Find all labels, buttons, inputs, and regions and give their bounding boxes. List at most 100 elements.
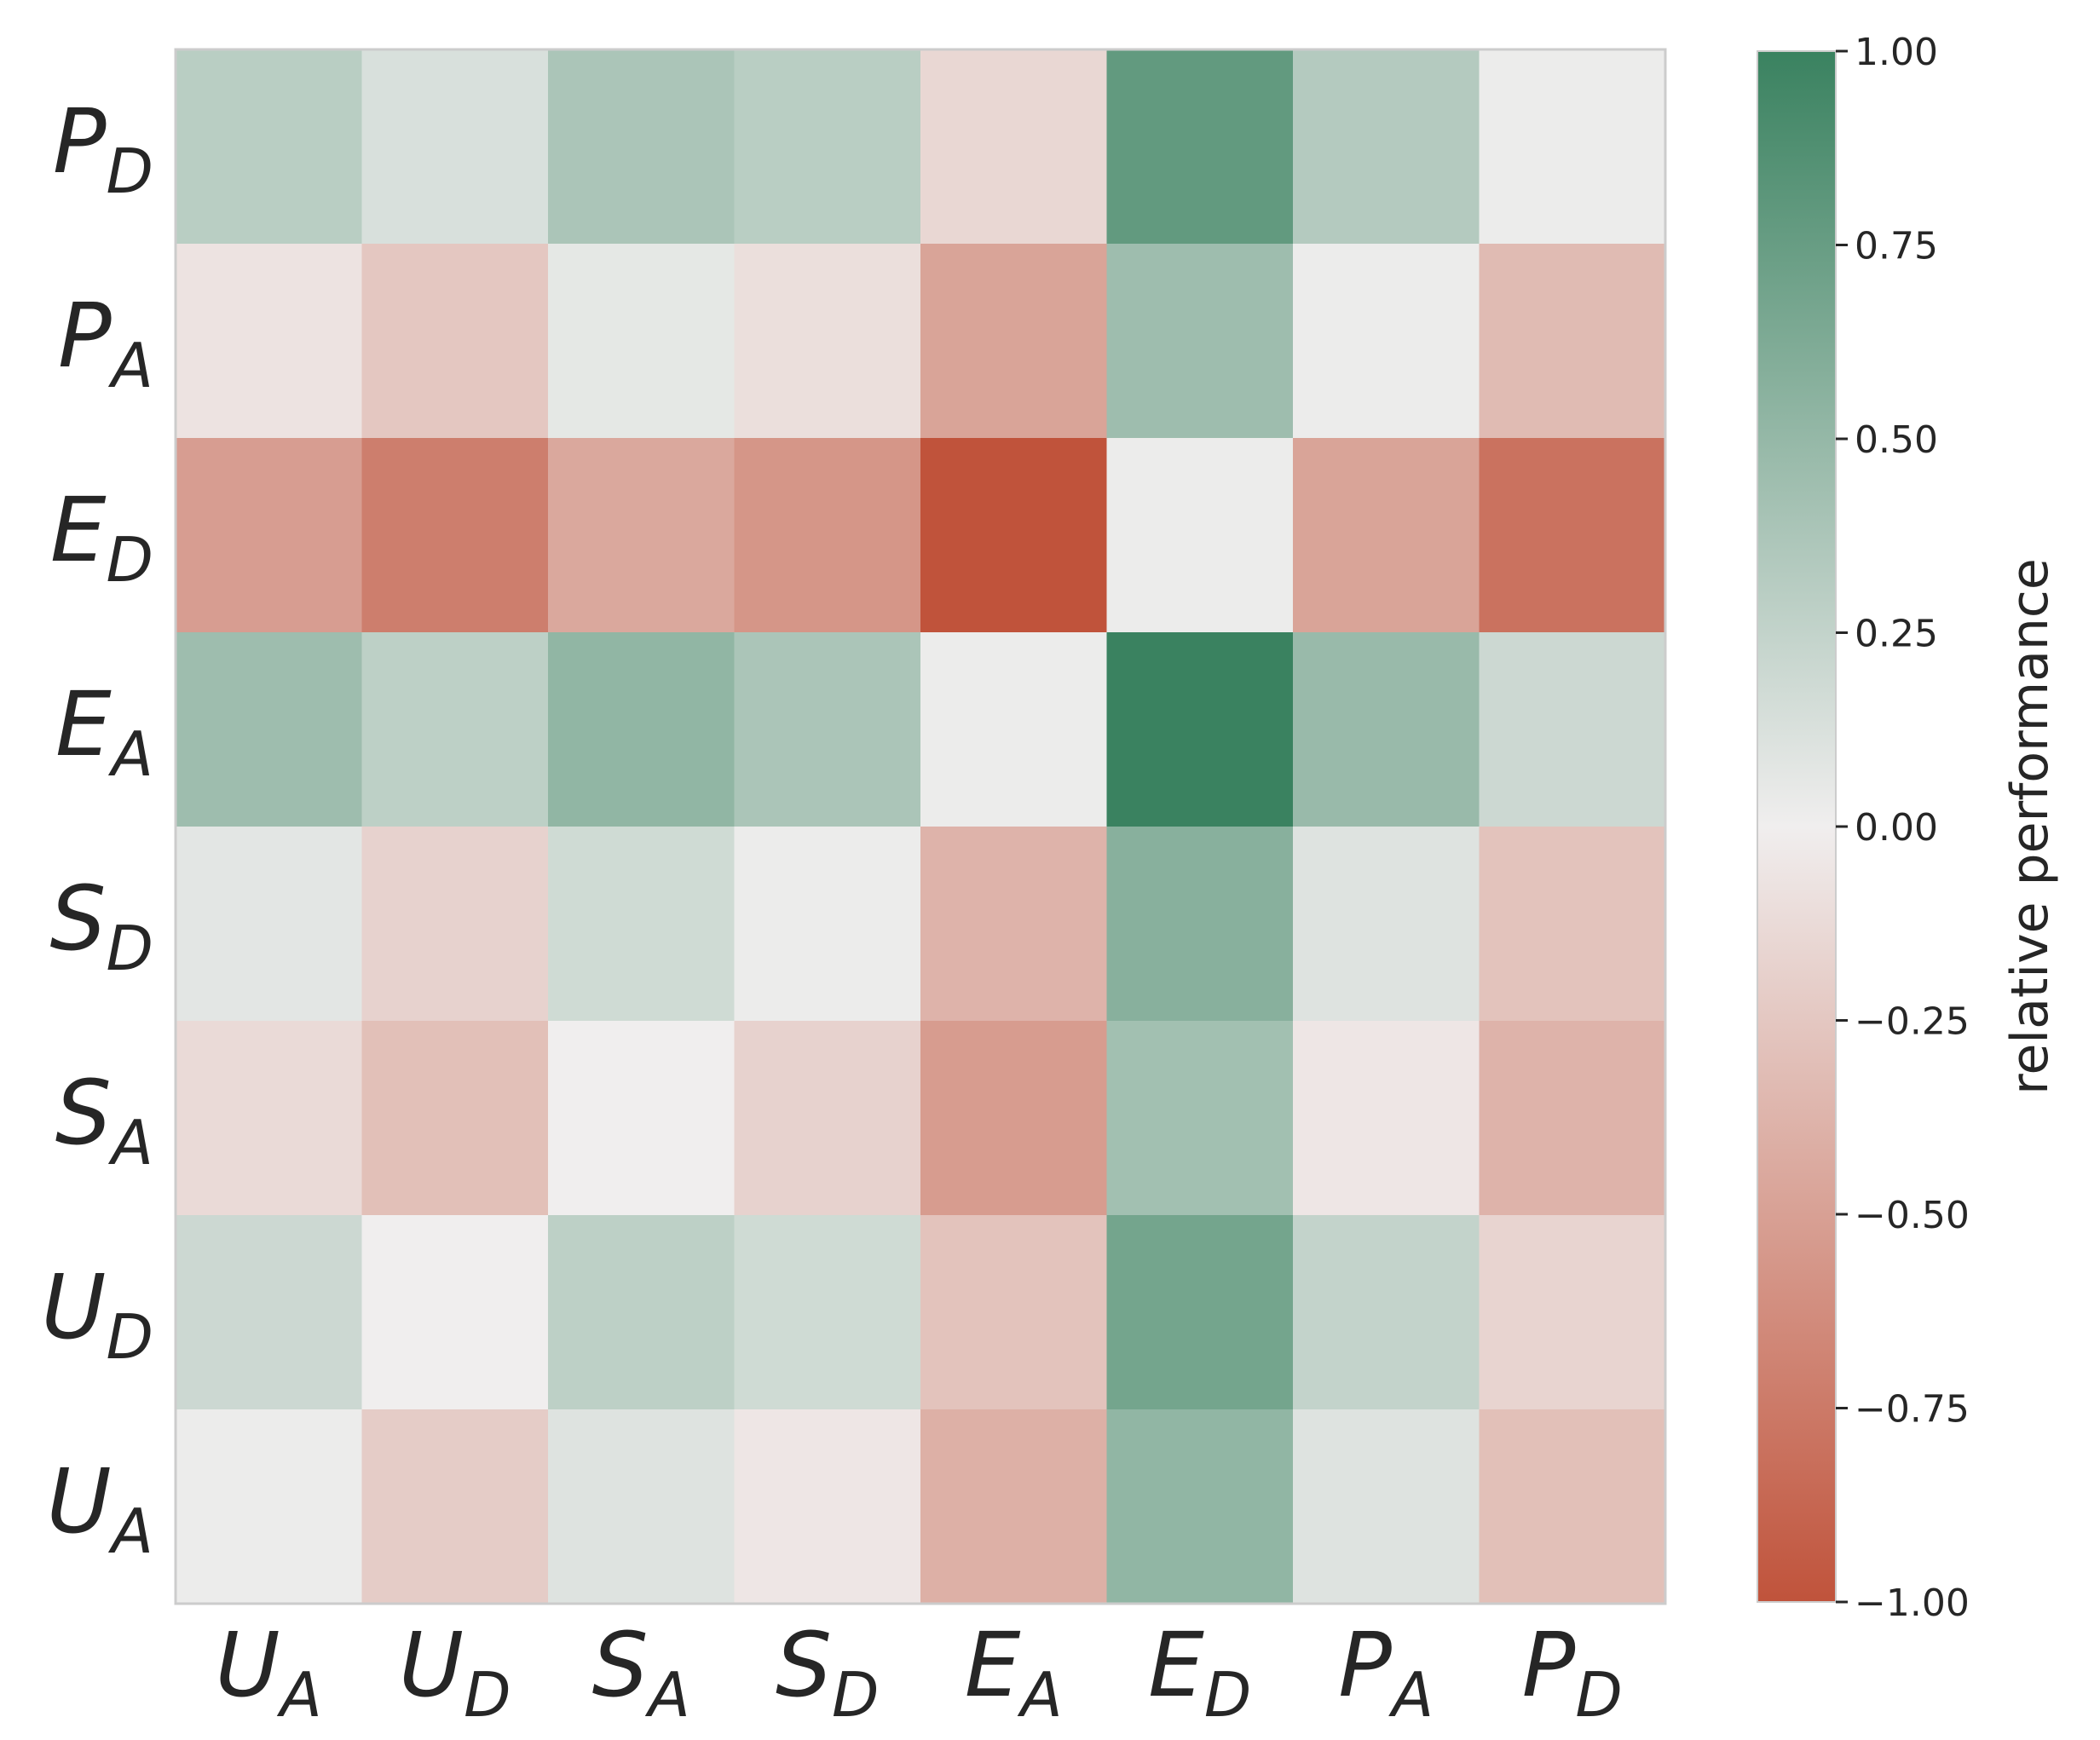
heatmap-cell (1293, 438, 1480, 633)
heatmap-cell (734, 827, 921, 1022)
y-tick-label-base: P (58, 284, 112, 388)
y-tick-label-subscript: A (108, 330, 153, 401)
x-tick-label: EA (965, 1613, 1063, 1731)
heatmap-cell (1293, 632, 1480, 827)
y-tick-label-subscript: D (107, 1301, 153, 1373)
heatmap-cell (548, 1215, 735, 1410)
heatmap-cell (176, 49, 362, 245)
y-tick-label-subscript: D (107, 524, 153, 596)
y-tick-label: ED (50, 478, 153, 596)
x-tick-label: SD (776, 1613, 879, 1731)
y-tick-label-base: S (50, 867, 107, 971)
x-tick-label-base: S (592, 1613, 649, 1717)
y-tick-label: PD (53, 89, 153, 207)
heatmap-cell (1106, 632, 1294, 827)
x-tick-label-subscript: A (1017, 1659, 1062, 1731)
y-tick-label: EA (55, 672, 153, 790)
heatmap-cell (1479, 1215, 1666, 1410)
heatmap-cell (1106, 827, 1294, 1022)
heatmap-cell (920, 1409, 1107, 1605)
y-tick-label-base: S (55, 1061, 112, 1165)
heatmap-cell (1106, 1021, 1294, 1216)
heatmap-cell (361, 1409, 549, 1605)
y-tick-label: SA (55, 1061, 153, 1178)
y-tick-label: PA (58, 284, 153, 401)
heatmap-cell (361, 1021, 549, 1216)
y-tick-label-base: E (55, 672, 112, 776)
heatmap-cell (1479, 1021, 1666, 1216)
colorbar-tick-label: 0.25 (1855, 613, 1938, 656)
y-tick-label-subscript: A (108, 1495, 153, 1567)
heatmap-cell (1479, 1409, 1666, 1605)
heatmap-cell (548, 49, 735, 245)
x-tick-label-base: U (216, 1613, 280, 1717)
heatmap-cell (176, 244, 362, 439)
heatmap-cell (176, 1021, 362, 1216)
heatmap-cell (361, 438, 549, 633)
y-tick-label: UD (41, 1255, 153, 1373)
y-tick-label-subscript: D (107, 913, 153, 984)
colorbar-ticks: 1.00 0.75 0.50 0.25 0.00 −0.25 −0.50 −0.75 −1.00 (1836, 31, 1970, 1625)
x-tick-label: PA (1338, 1613, 1434, 1731)
heatmap-cell (920, 244, 1107, 439)
heatmap-cell (734, 1409, 921, 1605)
heatmap-cell (1293, 244, 1480, 439)
colorbar-tick-label: −0.75 (1855, 1388, 1970, 1432)
heatmap-cell (734, 632, 921, 827)
heatmap-cell (920, 1021, 1107, 1216)
heatmap-cell (548, 438, 735, 633)
x-tick-label-subscript: A (1388, 1659, 1434, 1731)
heatmap-cell (1479, 49, 1666, 245)
heatmap-cell (1479, 827, 1666, 1022)
y-tick-label-subscript: A (108, 1107, 153, 1178)
heatmap-cell (176, 827, 362, 1022)
colorbar (1757, 50, 1837, 1603)
heatmap-cell (1106, 1215, 1294, 1410)
y-tick-label-subscript: A (108, 718, 153, 790)
heatmap-cell (734, 1021, 921, 1216)
y-tick-label: SD (50, 867, 153, 984)
heatmap-cell (920, 632, 1107, 827)
y-tick-label-base: U (41, 1255, 106, 1359)
heatmap-cell (1479, 438, 1666, 633)
x-tick-label-subscript: A (277, 1659, 322, 1731)
heatmap-cell (548, 244, 735, 439)
x-tick-label-base: P (1522, 1613, 1576, 1717)
heatmap-cell (1293, 1021, 1480, 1216)
heatmap-cell (1106, 438, 1294, 633)
colorbar-tick-label: 0.50 (1855, 418, 1938, 462)
heatmap-cell (734, 244, 921, 439)
heatmap-cell (1479, 244, 1666, 439)
heatmap-cell (176, 438, 362, 633)
heatmap-cell (361, 1215, 549, 1410)
x-tick-labels: UA UD SA SD EA ED PA PD (216, 1613, 1623, 1731)
x-tick-label-base: S (776, 1613, 832, 1717)
x-tick-label-subscript: D (1204, 1659, 1251, 1731)
heatmap-cell (920, 49, 1107, 245)
heatmap-cell (920, 438, 1107, 633)
colorbar-tick-label: 1.00 (1855, 31, 1938, 74)
y-tick-label-base: U (47, 1449, 112, 1553)
heatmap-cell (1106, 49, 1294, 245)
heatmap-cell (1106, 1409, 1294, 1605)
heatmap-cell (361, 827, 549, 1022)
colorbar-tick-label: −1.00 (1855, 1582, 1970, 1625)
x-tick-label-subscript: D (464, 1659, 511, 1731)
heatmap-cell (361, 632, 549, 827)
x-tick-label: PD (1522, 1613, 1623, 1731)
x-tick-label-subscript: A (645, 1659, 690, 1731)
colorbar-label: relative performance (2000, 558, 2060, 1095)
x-tick-label-base: U (399, 1613, 464, 1717)
colorbar-tick-label: −0.50 (1855, 1194, 1970, 1237)
y-tick-label-base: E (50, 478, 107, 582)
heatmap-cell (361, 244, 549, 439)
heatmap-cell (176, 632, 362, 827)
x-tick-label-base: E (965, 1613, 1021, 1717)
y-tick-label-base: P (53, 89, 107, 193)
heatmap-cell (1293, 1409, 1480, 1605)
x-tick-label-subscript: D (1575, 1659, 1622, 1731)
y-tick-label: UA (47, 1449, 153, 1567)
heatmap-cells (176, 49, 1666, 1605)
